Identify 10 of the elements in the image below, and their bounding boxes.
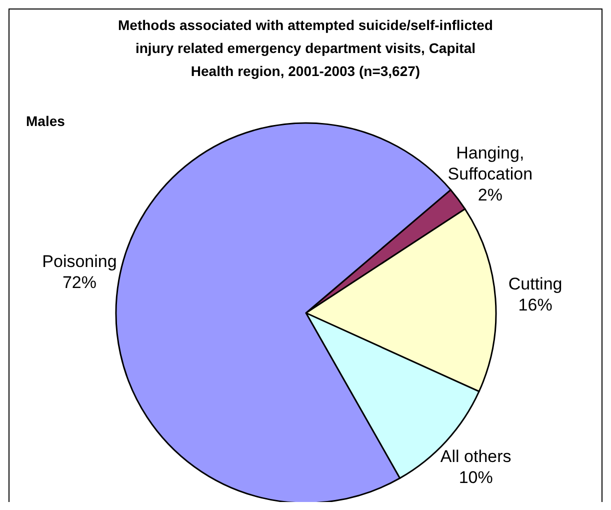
data-label: 16% xyxy=(518,295,552,314)
slice-label: All others xyxy=(440,447,512,466)
slice-label: Hanging, Suffocation xyxy=(448,144,533,184)
slice-label: Poisoning xyxy=(42,252,117,272)
data-label: 2% xyxy=(478,186,502,205)
slice-label: Cutting xyxy=(508,274,562,294)
chart-title: Methods associated with attempted suicide/self-inflicted injury related emergency department visits, Capital Health region, 2001-2003 (n=3,627) xyxy=(118,17,493,79)
data-label: 10% xyxy=(458,468,493,488)
data-label: 72% xyxy=(62,273,97,292)
chart-subtitle: Males xyxy=(26,113,66,129)
